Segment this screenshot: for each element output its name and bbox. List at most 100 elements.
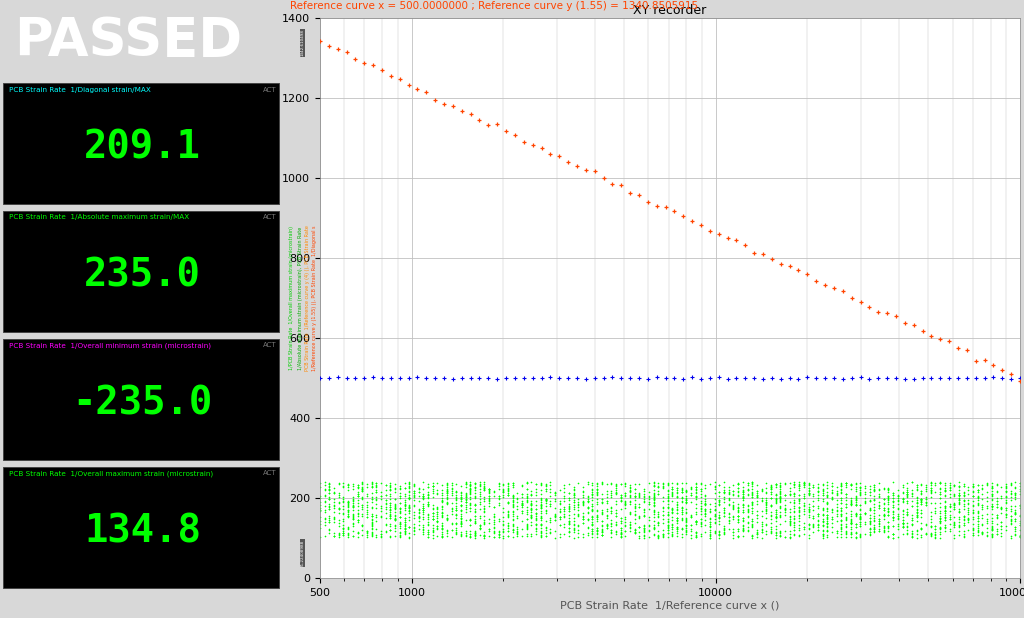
Point <box>358 512 375 522</box>
Point <box>438 480 455 490</box>
Point <box>659 521 676 531</box>
Point <box>453 487 469 497</box>
Point <box>918 494 934 504</box>
Point <box>799 372 815 382</box>
Point <box>711 512 727 522</box>
Point <box>443 480 460 490</box>
Point <box>532 531 549 541</box>
Point <box>617 531 634 541</box>
Point <box>730 507 746 517</box>
Point <box>707 499 723 509</box>
Point <box>589 512 605 522</box>
Point <box>659 516 676 526</box>
Point <box>425 481 441 491</box>
Point <box>345 512 361 522</box>
Text: PASSED: PASSED <box>14 15 243 67</box>
Point <box>683 526 699 536</box>
Point <box>843 517 859 527</box>
Point <box>627 518 643 528</box>
Point <box>603 506 620 515</box>
Point <box>763 524 779 534</box>
Point <box>434 531 451 541</box>
Point <box>834 498 850 508</box>
Point <box>594 530 610 540</box>
Point <box>518 507 535 517</box>
Point <box>899 507 915 517</box>
Point <box>528 489 545 499</box>
Point <box>932 522 948 532</box>
Point <box>692 531 709 541</box>
Point <box>415 503 431 513</box>
Point <box>692 514 709 524</box>
Point <box>814 522 830 531</box>
Point <box>523 507 540 517</box>
Point <box>528 515 545 525</box>
Point <box>819 514 836 524</box>
Point <box>861 524 878 534</box>
Point <box>688 528 705 538</box>
Point <box>870 515 887 525</box>
Point <box>739 526 756 536</box>
Point <box>885 521 901 531</box>
Point <box>781 527 798 536</box>
Point <box>866 524 883 534</box>
Point <box>997 503 1014 513</box>
Point <box>828 496 845 506</box>
Point <box>730 531 746 541</box>
Point <box>937 491 953 501</box>
Point <box>758 505 774 515</box>
Point <box>528 496 545 506</box>
Point <box>758 520 774 530</box>
Point <box>674 497 690 507</box>
Point <box>505 506 521 516</box>
Point <box>518 495 535 505</box>
Point <box>354 478 371 488</box>
Point <box>819 491 836 501</box>
Point <box>885 530 901 540</box>
Point <box>937 507 953 517</box>
Point <box>594 494 610 504</box>
Point <box>538 481 554 491</box>
Point <box>490 530 507 540</box>
Point <box>730 506 746 516</box>
Point <box>481 501 498 511</box>
Point <box>538 486 554 496</box>
Point <box>322 488 338 497</box>
Point <box>518 485 535 494</box>
Point <box>608 512 625 522</box>
Point <box>500 498 516 508</box>
Point <box>434 524 451 534</box>
Point <box>340 529 356 539</box>
Point <box>984 532 1000 542</box>
Point <box>631 510 647 520</box>
Point <box>781 520 798 530</box>
Point <box>777 532 794 542</box>
Point <box>946 489 963 499</box>
Point <box>1008 516 1024 526</box>
Point <box>984 509 1000 519</box>
Point <box>904 491 921 501</box>
Point <box>697 508 714 518</box>
Point <box>763 518 779 528</box>
Point <box>382 531 398 541</box>
Point <box>819 510 836 520</box>
Point <box>622 499 638 509</box>
Point <box>476 483 493 493</box>
Point <box>674 506 690 515</box>
Point <box>542 499 558 509</box>
Point <box>772 259 788 269</box>
Point <box>453 496 469 506</box>
Point <box>518 502 535 512</box>
Point <box>725 486 741 496</box>
Point <box>908 507 925 517</box>
Point <box>547 533 563 543</box>
Point <box>636 530 652 540</box>
Point <box>495 507 511 517</box>
Point <box>950 489 967 499</box>
Point <box>420 493 436 503</box>
Point <box>777 507 794 517</box>
Point <box>848 520 864 530</box>
Point <box>838 522 854 531</box>
Point <box>659 485 676 494</box>
Point <box>777 489 794 499</box>
